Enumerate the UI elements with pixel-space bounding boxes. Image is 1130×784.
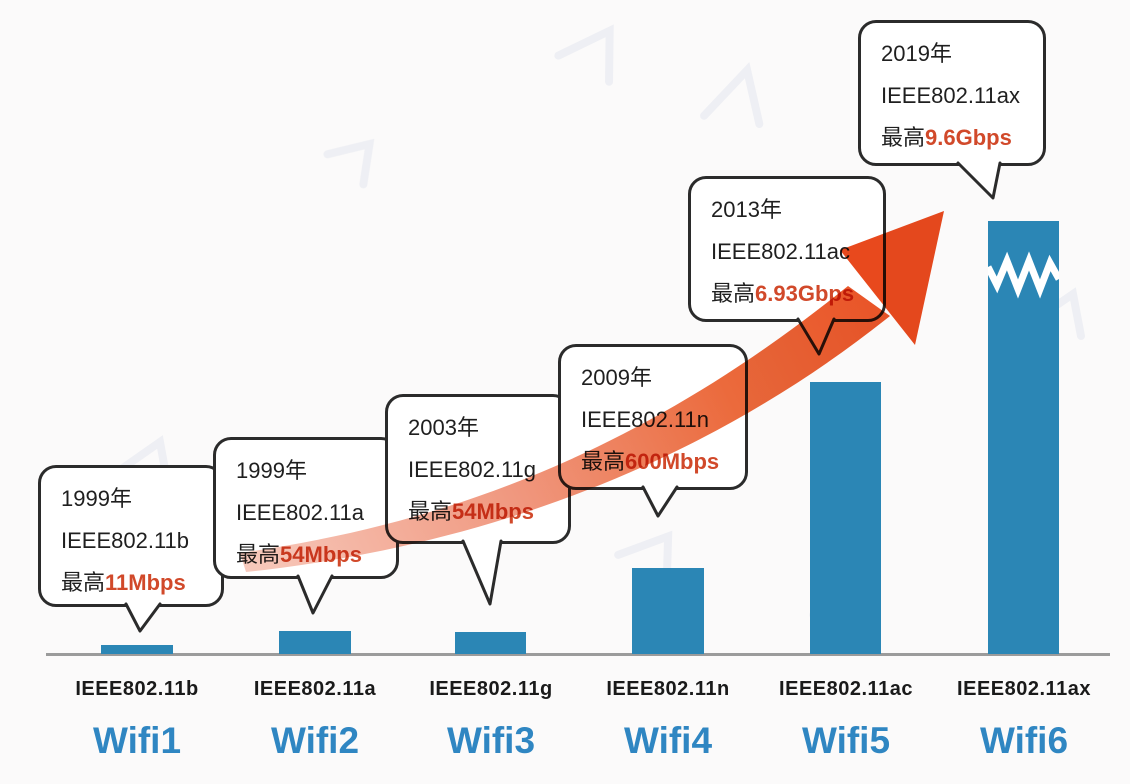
bar-wifi3 — [455, 632, 526, 654]
axis-generation-wifi6: Wifi6 — [979, 720, 1069, 761]
bubble-tail — [296, 574, 334, 615]
bubble-max-speed: 最高9.6Gbps — [881, 117, 1043, 159]
bubble-tail — [956, 161, 1002, 200]
bubble-year: 2003年 — [408, 415, 479, 440]
bubble-max-speed: 最高54Mbps — [408, 491, 568, 533]
max-prefix: 最高 — [236, 542, 281, 567]
axis-generation-wifi5: Wifi5 — [801, 720, 891, 761]
max-prefix: 最高 — [408, 499, 453, 524]
bubble-standard: IEEE802.11n — [581, 407, 710, 432]
axis-standard-wifi6: IEEE802.11ax — [957, 678, 1091, 700]
x-axis-line — [46, 653, 1110, 656]
bubble-standard: IEEE802.11ax — [881, 83, 1021, 108]
axis-generation-wifi1: Wifi1 — [92, 720, 182, 761]
bubble-wifi4: 2009年 IEEE802.11n 最高600Mbps — [558, 344, 748, 518]
bar-wifi1 — [101, 645, 173, 654]
axis-standard-wifi5: IEEE802.11ac — [779, 678, 913, 700]
bubble-max-speed: 最高6.93Gbps — [711, 273, 883, 315]
axis-generation-wifi3: Wifi3 — [446, 720, 536, 761]
bubble-max-speed: 最高11Mbps — [61, 562, 221, 604]
bar-wifi5 — [810, 382, 881, 654]
bubble-standard: IEEE802.11g — [408, 457, 537, 482]
bubble-max-speed: 最高54Mbps — [236, 534, 396, 576]
bubble-year: 2009年 — [581, 365, 652, 390]
bar-wifi4 — [632, 568, 704, 654]
max-prefix: 最高 — [61, 570, 106, 595]
bubble-tail — [641, 485, 679, 518]
max-prefix: 最高 — [881, 125, 926, 150]
bubble-wifi1: 1999年 IEEE802.11b 最高11Mbps — [38, 465, 224, 633]
max-value: 11Mbps — [105, 570, 186, 595]
bubble-wifi5: 2013年 IEEE802.11ac 最高6.93Gbps — [688, 176, 886, 356]
bubble-max-speed: 最高600Mbps — [581, 441, 745, 483]
bar-break-zigzag — [988, 251, 1059, 299]
axis-standard-wifi1: IEEE802.11b — [75, 678, 199, 700]
bubble-tail — [124, 602, 162, 633]
max-value: 600Mbps — [625, 449, 720, 474]
bubble-year: 2013年 — [711, 197, 782, 222]
bubble-year: 2019年 — [881, 41, 952, 66]
axis-standard-wifi4: IEEE802.11n — [606, 678, 730, 700]
max-value: 54Mbps — [280, 542, 362, 567]
axis-generation-wifi2: Wifi2 — [270, 720, 360, 761]
bubble-wifi2: 1999年 IEEE802.11a 最高54Mbps — [213, 437, 399, 615]
axis-standard-wifi3: IEEE802.11g — [429, 678, 553, 700]
axis-generation-wifi4: Wifi4 — [623, 720, 713, 761]
axis-standard-wifi2: IEEE802.11a — [253, 678, 377, 700]
bar-wifi2 — [279, 631, 351, 654]
bubble-tail — [796, 317, 836, 356]
bubble-wifi6: 2019年 IEEE802.11ax 最高9.6Gbps — [858, 20, 1046, 200]
bar-wifi6 — [988, 221, 1059, 654]
bubble-wifi3: 2003年 IEEE802.11g 最高54Mbps — [385, 394, 571, 606]
max-prefix: 最高 — [581, 449, 626, 474]
bubble-tail — [461, 539, 503, 606]
max-value: 9.6Gbps — [925, 125, 1012, 150]
bubble-year: 1999年 — [61, 486, 132, 511]
bubble-year: 1999年 — [236, 458, 307, 483]
bubble-standard: IEEE802.11b — [61, 528, 190, 553]
max-prefix: 最高 — [711, 281, 756, 306]
bubble-standard: IEEE802.11ac — [711, 239, 851, 264]
max-value: 54Mbps — [452, 499, 534, 524]
bubble-standard: IEEE802.11a — [236, 500, 365, 525]
max-value: 6.93Gbps — [755, 281, 855, 306]
